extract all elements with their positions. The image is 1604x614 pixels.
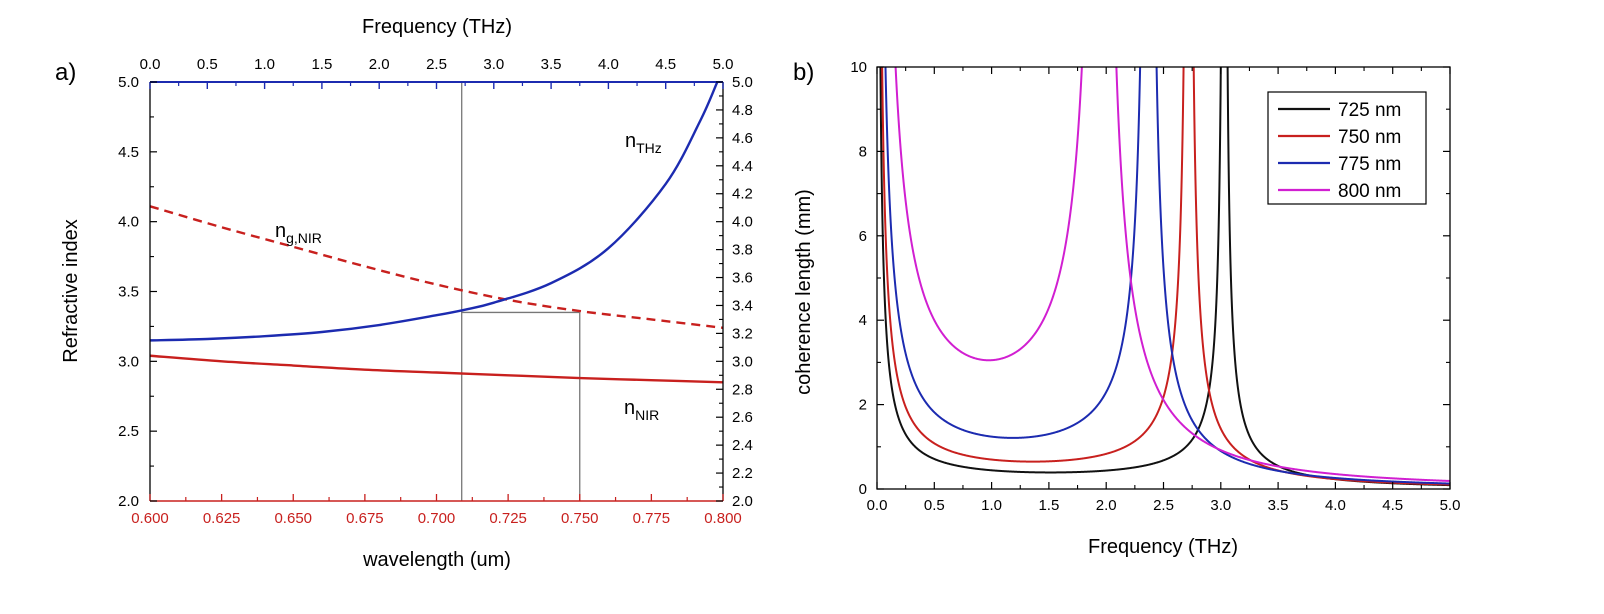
panel-a-top-tick-label: 2.0 — [369, 56, 390, 73]
series-n-g-nir — [149, 205, 724, 330]
panel-a-right-tick-label: 4.6 — [732, 130, 753, 147]
series-800-nm — [894, 67, 1450, 482]
panel-a-right-tick-label: 4.8 — [732, 102, 753, 119]
panel-b-x-tick-label: 4.0 — [1325, 497, 1346, 514]
series-775-nm — [884, 67, 1450, 485]
annotation-n-thz-main: n — [625, 130, 636, 152]
panel-a-left-tick-label: 5.0 — [118, 74, 139, 91]
panel-a-bottom-tick-label: 0.750 — [561, 510, 599, 527]
panel-b-y-tick-label: 10 — [850, 59, 867, 76]
panel-b-x-tick-label: 3.0 — [1210, 497, 1231, 514]
panel-a-left-tick-label: 2.0 — [118, 493, 139, 510]
panel-a-top-tick-label: 1.5 — [311, 56, 332, 73]
panel-a-right-tick-label: 3.0 — [732, 353, 753, 370]
panel-a-right-tick-label: 2.4 — [732, 437, 753, 454]
panel-a-y-axis-title: Refractive index — [60, 219, 82, 362]
panel-a-bottom-tick-label: 0.725 — [489, 510, 527, 527]
annotation-n-g-nir: ng,NIR — [275, 220, 322, 246]
panel-b-x-tick-label: 4.5 — [1382, 497, 1403, 514]
panel-b-legend-box — [1267, 91, 1427, 205]
panel-a-guide-lines — [461, 82, 581, 501]
panel-b-x-axis-title: Frequency (THz) — [1088, 536, 1238, 558]
panel-a-bottom-axis-title: wavelength (um) — [362, 549, 511, 571]
panel-a-top-tick-label: 2.5 — [426, 56, 447, 73]
legend-label-750-nm: 750 nm — [1338, 127, 1401, 148]
panel-b-y-tick-label: 8 — [859, 143, 867, 160]
panel-a-label: a) — [55, 59, 76, 86]
panel-a-right-tick-label: 2.2 — [732, 465, 753, 482]
annotation-n-g-nir-sub: g,NIR — [286, 230, 322, 246]
annotation-n-g-nir-main: n — [275, 220, 286, 242]
panel-b-coherence-length-chart: b) Frequency (THz) coherence length (mm)… — [793, 59, 1460, 558]
panel-a-right-tick-label: 2.0 — [732, 493, 753, 510]
panel-a-top-tick-label: 0.5 — [197, 56, 218, 73]
panel-b-y-tick-label: 2 — [859, 397, 867, 414]
panel-a-bottom-tick-label: 0.700 — [418, 510, 456, 527]
panel-a-left-tick-label: 4.5 — [118, 144, 139, 161]
panel-a-right-tick-label: 3.6 — [732, 270, 753, 287]
panel-a-left-tick-label: 4.0 — [118, 214, 139, 231]
panel-b-x-tick-label: 3.5 — [1268, 497, 1289, 514]
panel-a-right-tick-label: 4.0 — [732, 214, 753, 231]
annotation-n-nir: nNIR — [624, 397, 659, 423]
legend-label-775-nm: 775 nm — [1338, 154, 1401, 175]
panel-a-right-tick-label: 2.6 — [732, 409, 753, 426]
annotation-n-thz-sub: THz — [636, 140, 662, 156]
panel-a-left-tick-label: 3.5 — [118, 284, 139, 301]
panel-b-x-tick-label: 5.0 — [1440, 497, 1461, 514]
panel-a-top-tick-label: 4.0 — [598, 56, 619, 73]
panel-a-right-tick-label: 2.8 — [732, 381, 753, 398]
panel-a-bottom-tick-label: 0.775 — [633, 510, 671, 527]
panel-a-top-tick-label: 0.0 — [140, 56, 161, 73]
panel-a-right-tick-label: 3.4 — [732, 297, 753, 314]
panel-b-legend: 725 nm 750 nm 775 nm 800 nm — [1267, 91, 1427, 205]
panel-b-x-tick-label: 1.5 — [1038, 497, 1059, 514]
panel-a-left-tick-label: 3.0 — [118, 353, 139, 370]
panel-a-series — [149, 81, 724, 384]
panel-b-x-tick-label: 0.0 — [867, 497, 888, 514]
panel-a-top-axis-title: Frequency (THz) — [362, 16, 512, 38]
panel-b-y-tick-label: 6 — [859, 228, 867, 245]
panel-a-right-tick-label: 4.4 — [732, 158, 753, 175]
annotation-n-nir-main: n — [624, 397, 635, 419]
series-n-thz — [149, 81, 719, 342]
annotation-n-thz: nTHz — [625, 130, 662, 156]
legend-label-725-nm: 725 nm — [1338, 100, 1401, 121]
panel-a-bottom-tick-label: 0.600 — [131, 510, 169, 527]
panel-b-series — [879, 67, 1450, 487]
panel-b-y-tick-label: 4 — [859, 312, 867, 329]
series-n-nir — [149, 354, 724, 384]
series-750-nm — [881, 67, 1450, 486]
panel-b-x-tick-label: 2.0 — [1096, 497, 1117, 514]
panel-a-top-tick-label: 3.0 — [483, 56, 504, 73]
panel-b-y-tick-label: 0 — [859, 481, 867, 498]
panel-a-top-tick-label: 5.0 — [713, 56, 734, 73]
legend-label-800-nm: 800 nm — [1338, 181, 1401, 202]
panel-a-right-tick-label: 4.2 — [732, 186, 753, 203]
panel-b-y-axis-title: coherence length (mm) — [793, 189, 815, 395]
panel-a-bottom-tick-label: 0.650 — [274, 510, 312, 527]
panel-a-refractive-index-chart: a) Frequency (THz) wavelength (um) Refra… — [55, 16, 753, 571]
panel-a-bottom-tick-label: 0.800 — [704, 510, 742, 527]
panel-a-top-tick-label: 3.5 — [541, 56, 562, 73]
annotation-n-nir-sub: NIR — [635, 407, 659, 423]
panel-b-label: b) — [793, 59, 814, 86]
panel-a-top-tick-label: 1.0 — [254, 56, 275, 73]
panel-a-left-tick-label: 2.5 — [118, 423, 139, 440]
panel-b-x-tick-label: 0.5 — [924, 497, 945, 514]
panel-b-x-tick-label: 1.0 — [981, 497, 1002, 514]
panel-b-ticks: 0.0 0.5 1.0 1.5 2.0 2.5 3.0 3.5 4.0 4.5 5.0 0 2 4 6 8 10 — [850, 59, 1460, 514]
panel-a-top-tick-label: 4.5 — [655, 56, 676, 73]
panel-a-bottom-tick-label: 0.625 — [203, 510, 241, 527]
panel-a-right-tick-label: 3.2 — [732, 325, 753, 342]
series-725-nm — [879, 67, 1450, 487]
panel-b-x-tick-label: 2.5 — [1153, 497, 1174, 514]
panel-a-right-tick-label: 3.8 — [732, 242, 753, 259]
panel-a-ticks: 0.600 0.625 0.650 0.675 0.700 0.725 0.750 0.775… — [118, 56, 753, 527]
panel-a-right-tick-label: 5.0 — [732, 74, 753, 91]
panel-a-bottom-tick-label: 0.675 — [346, 510, 384, 527]
